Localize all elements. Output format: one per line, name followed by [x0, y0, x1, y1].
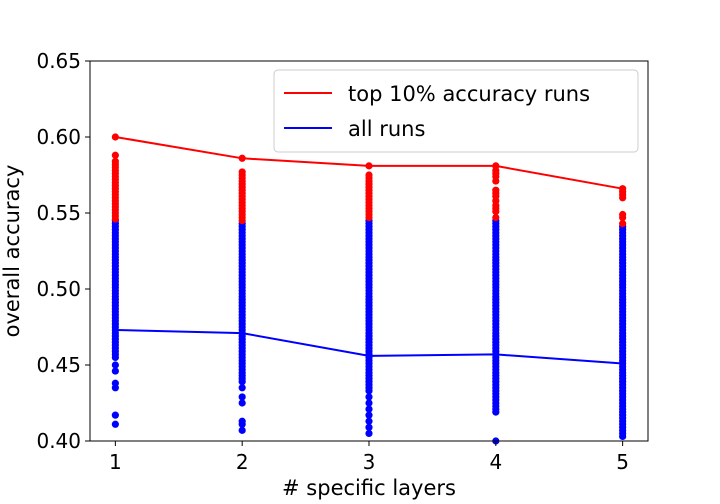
y-tick-label: 0.45	[36, 353, 81, 377]
top-runs-point	[111, 133, 119, 141]
top-runs-point	[365, 213, 373, 222]
legend-box	[273, 69, 639, 153]
top-runs-point	[492, 207, 500, 216]
all-runs-point	[111, 411, 119, 419]
all-runs-point	[238, 393, 246, 401]
x-tick-label: 2	[236, 450, 249, 474]
all-runs-point	[365, 399, 373, 407]
all-runs-point	[492, 408, 500, 416]
all-runs-point	[365, 405, 373, 413]
top-runs-point	[111, 215, 119, 223]
top-runs-point	[619, 220, 627, 228]
x-axis-label: # specific layers	[282, 476, 456, 500]
all-runs-line	[115, 329, 623, 365]
x-tick-label: 1	[109, 450, 122, 474]
x-tick-label: 5	[616, 450, 629, 474]
all-runs-point	[365, 411, 373, 419]
y-axis-label: overall accuracy	[0, 165, 24, 338]
top-runs-point	[619, 213, 627, 222]
legend: top 10% accuracy runs all runs	[273, 69, 639, 153]
all-runs-point	[111, 367, 119, 375]
y-tick-label: 0.55	[36, 201, 81, 225]
series-lines	[115, 136, 623, 365]
legend-label-top-runs: top 10% accuracy runs	[348, 82, 590, 106]
top-runs-point	[111, 151, 119, 159]
all-runs-point	[111, 384, 119, 392]
all-runs-point	[365, 387, 373, 395]
all-runs-point	[111, 361, 119, 369]
all-runs-point	[619, 432, 627, 441]
all-runs-point	[365, 417, 373, 425]
all-runs-point	[365, 429, 373, 437]
all-runs-point	[365, 393, 373, 401]
all-runs-point	[111, 420, 119, 428]
y-tick-label: 0.40	[36, 429, 81, 453]
x-axis: 1 2 3 4 5	[109, 441, 629, 474]
all-runs-point	[111, 353, 119, 361]
y-tick-label: 0.65	[36, 49, 81, 73]
x-tick-label: 4	[489, 450, 502, 474]
y-tick-label: 0.60	[36, 125, 81, 149]
top-runs-line	[115, 136, 623, 190]
x-tick-label: 3	[363, 450, 376, 474]
y-tick-label: 0.50	[36, 277, 81, 301]
scatter-points	[111, 133, 627, 445]
all-runs-point	[365, 423, 373, 431]
all-runs-point	[238, 384, 246, 392]
y-axis: 0.40 0.45 0.50 0.55 0.60 0.65	[36, 49, 90, 453]
top-runs-point	[492, 213, 500, 222]
all-runs-point	[238, 378, 246, 386]
top-runs-point	[492, 177, 500, 185]
legend-label-all-runs: all runs	[348, 117, 425, 141]
all-runs-point	[238, 399, 246, 407]
all-runs-point	[238, 420, 246, 428]
all-runs-point	[238, 426, 246, 434]
top-runs-point	[238, 217, 246, 225]
top-runs-point	[619, 194, 627, 202]
